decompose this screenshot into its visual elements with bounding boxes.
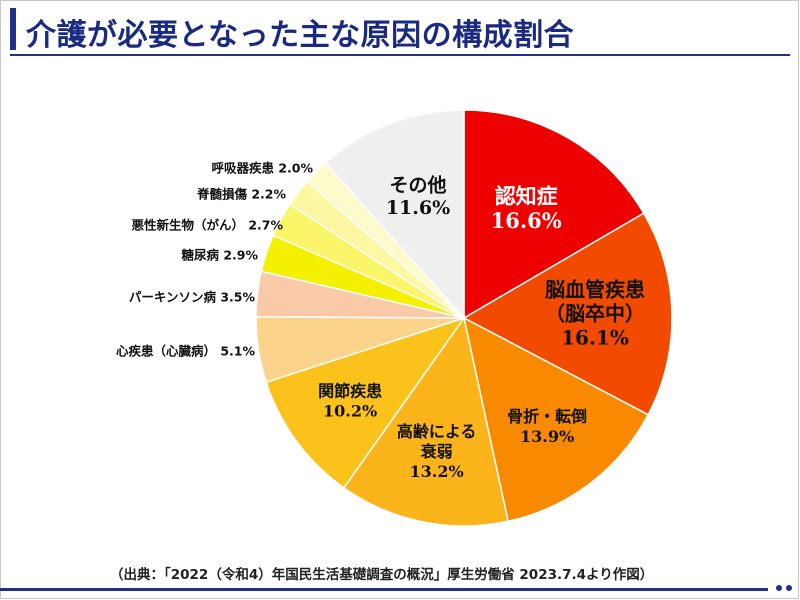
source-citation: （出典：「2022（令和4）年国民生活基礎調査の概況」厚生労働省 2023.7.… [110,567,654,583]
slice-outside-label: 脊髄損傷 2.2% [196,187,286,202]
slice-label: 認知症 [495,184,558,208]
pie-slice [324,109,465,320]
page-title: 介護が必要となった主な原因の構成割合 [26,18,575,53]
slice-label: 衰弱 [420,442,453,461]
slice-outside-label: 悪性新生物（がん） 2.7% [131,218,283,233]
footer-dot [786,585,792,591]
pie-slice [265,316,466,489]
pie-slice [463,109,645,320]
title-underline [10,54,790,56]
slice-label: 骨折・転倒 [507,407,587,426]
title-accent-bar [10,8,16,50]
slice-label: その他 [389,174,446,197]
slice-label: 高齢による [397,422,477,441]
footer-dot [776,585,782,591]
slice-value-label: 13.2% [410,462,464,481]
slice-label: 関節疾患 [318,381,382,400]
slice-label: （脳卒中） [545,302,645,326]
pie-slice [462,212,673,416]
slice-value-label: 10.2% [323,401,377,420]
slice-value-label: 16.6% [491,208,562,233]
slice-label: 脳血管疾患 [544,278,645,302]
footer-line [0,588,768,591]
pie-slice [342,316,509,527]
slice-outside-label: 糖尿病 2.9% [181,248,258,263]
slice-outside-label: 呼吸器疾患 2.0% [211,161,313,176]
slice-value-label: 16.1% [561,326,629,350]
slice-value-label: 11.6% [386,197,450,219]
pie-slice [462,316,650,523]
slice-value-label: 13.9% [520,427,574,446]
slice-outside-label: パーキンソン病 3.5% [129,290,256,305]
slice-outside-label: 心疾患（心臓病） 5.1% [116,344,255,359]
